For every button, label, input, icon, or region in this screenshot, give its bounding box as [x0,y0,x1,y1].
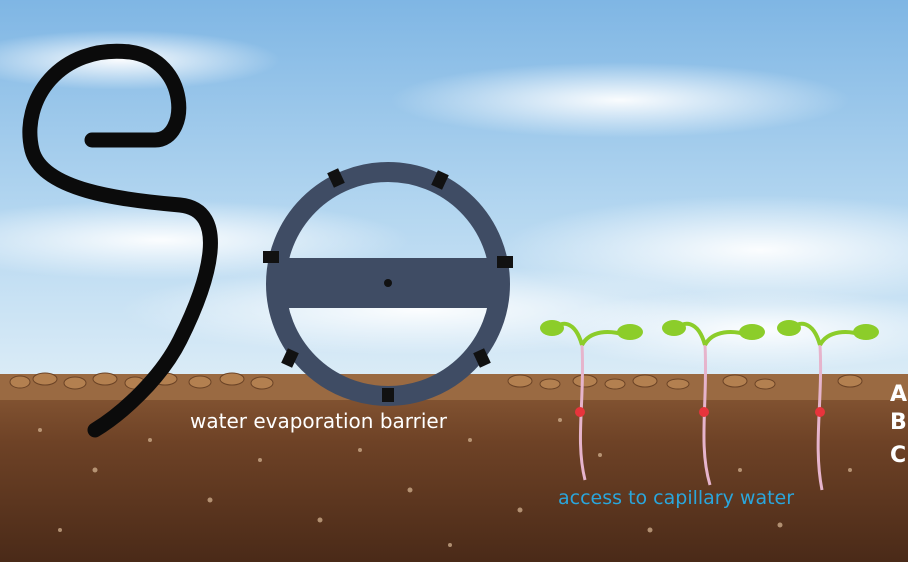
capillary-label: access to capillary water [558,487,795,509]
wheel-icon [263,162,513,406]
soil-layer-b-label: B [890,410,907,435]
barrier-label: water evaporation barrier [190,409,447,433]
sprout-2 [662,320,765,486]
soil-pebbles [38,418,852,547]
topsoil-clods [9,372,863,390]
soil [0,378,908,562]
soil-layer-a-label: A [890,382,908,407]
sprout-1 [540,320,643,481]
soil-layer-c-label: C [890,443,907,468]
sprout-3 [777,320,879,491]
hose-icon [22,43,218,438]
